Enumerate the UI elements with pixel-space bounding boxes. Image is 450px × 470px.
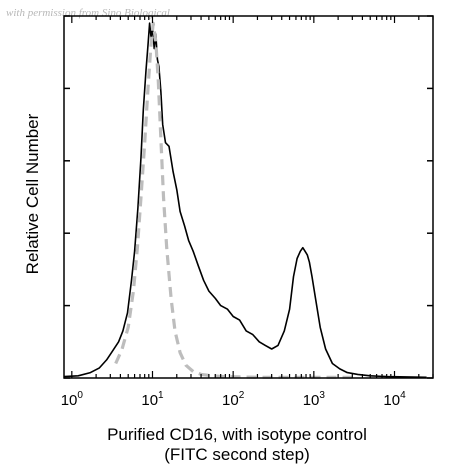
- y-axis-title: Relative Cell Number: [23, 113, 42, 274]
- y-axis-ticks: [64, 15, 433, 379]
- x-axis-title-line-1: Purified CD16, with isotype control: [107, 425, 367, 444]
- series-line-dashed: [114, 21, 353, 379]
- x-tick-label: 104: [383, 390, 406, 409]
- plot-frame: [63, 15, 434, 379]
- x-tick-label: 103: [303, 390, 326, 409]
- x-axis-ticks: [71, 16, 434, 378]
- x-tick-label: 100: [61, 390, 84, 409]
- plot-lines: [63, 21, 427, 379]
- x-tick-label: 101: [141, 390, 164, 409]
- series-line-solid: [63, 22, 427, 379]
- x-tick-label: 102: [222, 390, 245, 409]
- x-axis-title-line-2: (FITC second step): [164, 445, 310, 464]
- x-axis-tick-labels: 100 101 102 103 104: [61, 390, 406, 409]
